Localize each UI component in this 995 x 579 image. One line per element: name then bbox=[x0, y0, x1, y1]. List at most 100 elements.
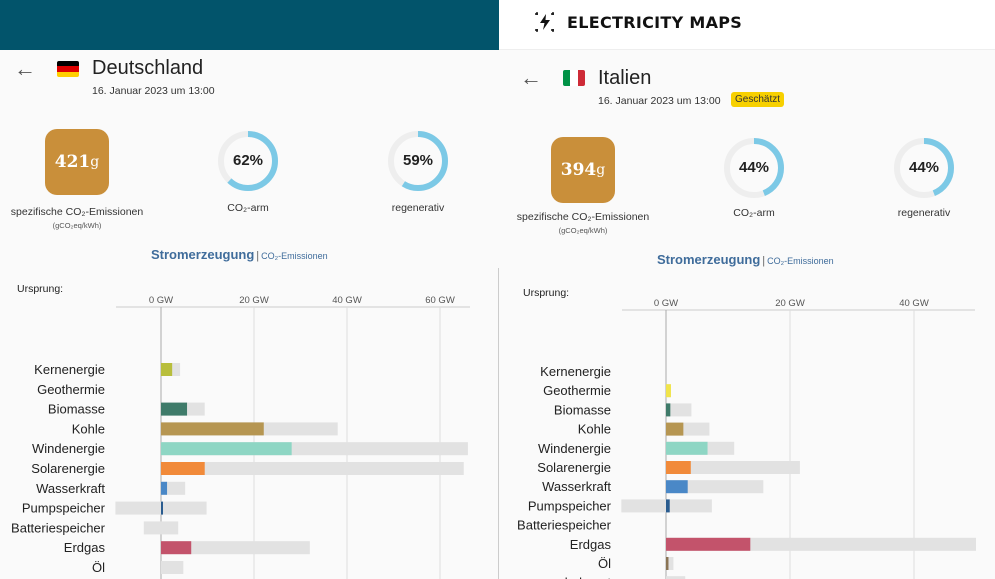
tab-separator: | bbox=[762, 255, 766, 267]
category-label: Wasserkraft bbox=[542, 479, 611, 494]
category-label: Erdgas bbox=[570, 537, 612, 552]
production-bar[interactable] bbox=[666, 461, 691, 474]
production-bar[interactable] bbox=[666, 537, 751, 551]
production-bar[interactable] bbox=[666, 403, 671, 417]
co2-intensity-value: 421 bbox=[54, 152, 91, 172]
x-tick-label: 20 GW bbox=[239, 295, 269, 306]
production-bar[interactable] bbox=[161, 422, 264, 436]
ring-fill bbox=[388, 131, 448, 191]
production-bar[interactable] bbox=[666, 422, 684, 436]
country-name: Deutschland bbox=[92, 57, 204, 79]
tab-emissions[interactable]: CO₂-Emissionen bbox=[261, 251, 328, 261]
right-zone-panel: ← Italien 16. Januar 2023 um 13:00 Gesch… bbox=[500, 50, 995, 579]
capacity-bar[interactable] bbox=[161, 462, 464, 475]
left-zone-panel: ← Deutschland 16. Januar 2023 um 13:00 4… bbox=[0, 50, 498, 579]
country-name: Italien bbox=[598, 67, 652, 89]
renewable-value: 59% bbox=[402, 152, 434, 169]
production-bar[interactable] bbox=[161, 442, 292, 456]
x-tick-label: 60 GW bbox=[425, 295, 455, 306]
capacity-bar[interactable] bbox=[666, 403, 692, 417]
category-label: Öl bbox=[598, 556, 611, 571]
capacity-bar[interactable] bbox=[666, 576, 686, 579]
ring-fill bbox=[218, 131, 278, 191]
renewable-label: regenerativ bbox=[897, 207, 951, 219]
low-carbon-ring[interactable] bbox=[217, 130, 279, 192]
x-tick-label: 40 GW bbox=[899, 298, 929, 309]
co2-intensity-label: spezifische CO₂-Emissionen bbox=[10, 206, 144, 218]
renewable-ring[interactable] bbox=[893, 137, 955, 199]
category-label: Kohle bbox=[578, 422, 611, 437]
x-tick-label: 40 GW bbox=[332, 295, 362, 306]
renewable-label: regenerativ bbox=[391, 202, 445, 214]
capacity-bar[interactable] bbox=[666, 461, 800, 474]
capacity-bar[interactable] bbox=[666, 480, 764, 494]
x-tick-label: 0 GW bbox=[149, 295, 173, 306]
production-bar[interactable] bbox=[666, 441, 708, 455]
germany-flag-icon bbox=[57, 61, 79, 77]
co2-intensity-sublabel: (gCO₂eq/kWh) bbox=[558, 226, 608, 235]
x-tick-label: 20 GW bbox=[775, 298, 805, 309]
co2-intensity-label: spezifische CO₂-Emissionen bbox=[516, 211, 650, 223]
category-label: Pumpspeicher bbox=[528, 498, 612, 513]
low-carbon-label: CO₂-arm bbox=[227, 202, 269, 214]
co2-intensity-unit: g bbox=[596, 162, 606, 178]
production-bar[interactable] bbox=[161, 462, 205, 475]
co2-intensity-sublabel: (gCO₂eq/kWh) bbox=[52, 221, 102, 230]
category-label: Biomasse bbox=[48, 402, 105, 417]
category-label: Kohle bbox=[72, 421, 105, 436]
capacity-bar[interactable] bbox=[161, 561, 184, 574]
origin-label: Ursprung: bbox=[17, 283, 64, 295]
brand-logo[interactable]: ELECTRICITY MAPS bbox=[533, 10, 742, 34]
header-dark-area bbox=[0, 0, 499, 50]
renewable-value: 44% bbox=[908, 159, 940, 176]
production-bar[interactable] bbox=[161, 501, 163, 515]
datetime: 16. Januar 2023 um 13:00 bbox=[598, 95, 721, 107]
back-arrow-icon[interactable]: ← bbox=[520, 65, 542, 90]
header-light-area bbox=[499, 0, 995, 50]
production-bar[interactable] bbox=[161, 402, 188, 416]
capacity-bar[interactable] bbox=[666, 557, 674, 570]
low-carbon-ring[interactable] bbox=[723, 137, 785, 199]
tab-emissions[interactable]: CO₂-Emissionen bbox=[767, 256, 834, 266]
low-carbon-value: 62% bbox=[232, 152, 264, 169]
category-label: Pumpspeicher bbox=[22, 501, 106, 516]
category-label: Solarenergie bbox=[31, 461, 105, 476]
datetime: 16. Januar 2023 um 13:00 bbox=[92, 85, 215, 97]
category-label: Öl bbox=[92, 560, 105, 575]
production-bar[interactable] bbox=[666, 557, 669, 570]
capacity-bar[interactable] bbox=[143, 521, 179, 535]
production-chart: 0 GW 20 GW 40 GW Kernenergie Geothermie Bioma… bbox=[517, 298, 976, 579]
tab-production[interactable]: Stromerzeugung bbox=[151, 247, 255, 262]
production-bar[interactable] bbox=[666, 480, 688, 494]
panel-divider bbox=[498, 268, 499, 579]
production-bar[interactable] bbox=[161, 363, 173, 376]
production-bar[interactable] bbox=[666, 384, 671, 398]
italy-flag-icon bbox=[563, 70, 585, 86]
category-label: Erdgas bbox=[64, 540, 106, 555]
origin-label: Ursprung: bbox=[523, 287, 570, 299]
capacity-bar[interactable] bbox=[161, 541, 310, 555]
production-bar[interactable] bbox=[161, 481, 168, 495]
co2-intensity-box[interactable]: 421 g bbox=[45, 129, 109, 195]
production-bar[interactable] bbox=[161, 541, 192, 555]
category-label: Batteriespeicher bbox=[517, 518, 612, 533]
production-chart: 0 GW 20 GW 40 GW 60 GW Kernenergie Geothermie… bbox=[11, 295, 470, 579]
renewable-ring[interactable] bbox=[387, 130, 449, 192]
category-label: unbekannt bbox=[550, 575, 611, 579]
production-bar[interactable] bbox=[666, 499, 670, 513]
back-arrow-icon[interactable]: ← bbox=[14, 56, 36, 81]
low-carbon-label: CO₂-arm bbox=[733, 207, 775, 219]
co2-intensity-value: 394 bbox=[560, 160, 597, 180]
category-label: Solarenergie bbox=[537, 460, 611, 475]
chart-tabs: Stromerzeugung | CO₂-Emissionen bbox=[151, 246, 328, 264]
brand-name: ELECTRICITY MAPS bbox=[567, 12, 743, 32]
category-label: Biomasse bbox=[554, 402, 611, 417]
co2-intensity-box[interactable]: 394 g bbox=[551, 137, 615, 203]
category-label: Wasserkraft bbox=[36, 481, 105, 496]
x-tick-label: 0 GW bbox=[654, 298, 678, 309]
tab-production[interactable]: Stromerzeugung bbox=[657, 252, 761, 267]
lightning-bolt-icon bbox=[535, 12, 554, 32]
ring-fill bbox=[894, 138, 954, 198]
category-label: Windenergie bbox=[538, 441, 611, 456]
top-bar: ELECTRICITY MAPS bbox=[0, 0, 995, 50]
